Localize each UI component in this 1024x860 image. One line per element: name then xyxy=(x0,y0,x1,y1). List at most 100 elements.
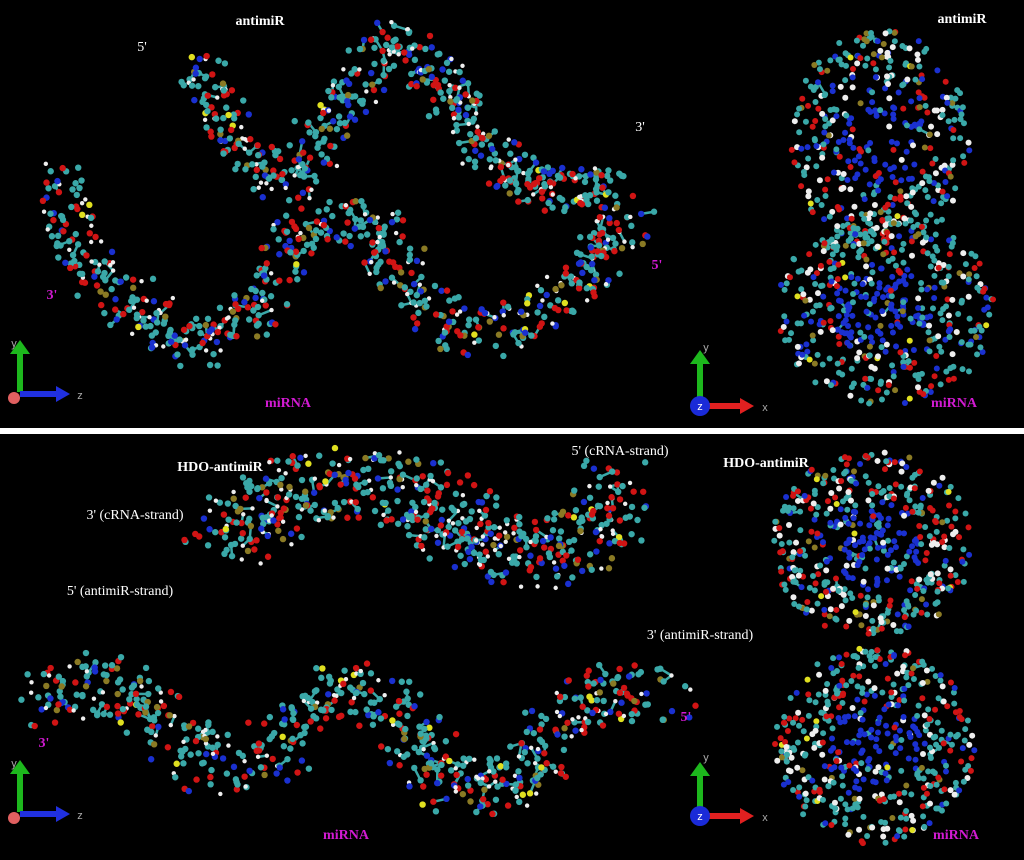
atom xyxy=(101,258,108,265)
atom xyxy=(817,562,824,569)
atom xyxy=(426,296,432,301)
atom xyxy=(346,113,354,120)
atom xyxy=(923,314,930,321)
atom xyxy=(554,297,562,304)
atom xyxy=(920,587,927,594)
atom xyxy=(588,260,596,268)
atom xyxy=(833,668,840,675)
atom xyxy=(865,630,872,637)
atom xyxy=(785,778,792,785)
atom xyxy=(933,781,940,788)
atom xyxy=(312,476,318,481)
atom xyxy=(569,307,576,314)
atom xyxy=(541,207,549,214)
atom xyxy=(363,660,371,667)
atom xyxy=(470,549,478,557)
atom xyxy=(955,311,962,318)
atom xyxy=(905,682,912,689)
atom xyxy=(786,521,793,528)
atom xyxy=(472,757,477,762)
atom xyxy=(506,162,511,168)
atom xyxy=(920,775,927,782)
atom xyxy=(930,734,937,741)
atom xyxy=(804,676,811,683)
atom xyxy=(511,531,516,536)
atom xyxy=(276,277,283,284)
atom xyxy=(928,123,935,130)
atom xyxy=(860,240,867,247)
atom xyxy=(900,714,907,721)
atom xyxy=(476,776,481,781)
atom xyxy=(349,499,354,504)
atom xyxy=(557,770,565,777)
atom xyxy=(934,247,941,254)
atom xyxy=(69,186,76,193)
atom xyxy=(423,771,430,778)
atom xyxy=(857,520,864,527)
atom xyxy=(549,763,557,770)
atom xyxy=(882,161,889,168)
atom xyxy=(789,574,796,581)
atom xyxy=(433,779,441,787)
atom xyxy=(890,111,897,118)
atom xyxy=(833,283,840,290)
atom xyxy=(990,296,997,303)
atom xyxy=(490,524,498,531)
atom xyxy=(274,494,282,501)
atom xyxy=(76,270,84,277)
atom xyxy=(865,215,872,222)
atom xyxy=(359,100,366,107)
atom xyxy=(356,684,363,691)
atom xyxy=(968,250,975,257)
atom xyxy=(91,273,98,280)
atom xyxy=(592,528,600,536)
atom xyxy=(921,712,928,719)
atom xyxy=(947,679,954,686)
atom xyxy=(455,114,462,121)
atom xyxy=(779,548,786,555)
atom xyxy=(57,693,64,700)
atom xyxy=(874,38,881,45)
atom xyxy=(971,265,978,272)
atom xyxy=(947,731,954,738)
atom xyxy=(114,702,121,710)
atom xyxy=(562,270,570,277)
atom xyxy=(845,539,852,546)
atom xyxy=(802,77,809,84)
atom xyxy=(500,299,507,306)
atom xyxy=(871,201,878,208)
atom xyxy=(811,137,818,144)
atom xyxy=(579,567,586,575)
atom xyxy=(370,713,377,720)
atom xyxy=(404,712,411,720)
atom xyxy=(330,78,338,85)
atom xyxy=(373,264,380,272)
atom xyxy=(827,606,834,613)
atom xyxy=(941,562,948,569)
atom xyxy=(902,652,909,659)
atom xyxy=(793,689,800,696)
atom xyxy=(451,116,457,121)
atom xyxy=(414,320,421,327)
atom xyxy=(974,284,981,291)
atom xyxy=(984,304,991,311)
atom xyxy=(54,232,62,240)
atom xyxy=(920,784,927,791)
atom xyxy=(813,511,820,518)
atom xyxy=(583,285,591,292)
atom xyxy=(884,215,891,222)
atom xyxy=(251,546,258,553)
atom xyxy=(253,272,260,279)
atom xyxy=(68,203,75,211)
atom xyxy=(550,516,558,523)
atom xyxy=(860,813,867,820)
atom xyxy=(861,731,868,738)
atom xyxy=(316,484,324,491)
atom xyxy=(420,783,427,790)
atom xyxy=(375,224,383,232)
atom xyxy=(362,81,369,88)
atom xyxy=(801,492,808,499)
atom xyxy=(245,316,253,323)
atom xyxy=(794,293,801,300)
